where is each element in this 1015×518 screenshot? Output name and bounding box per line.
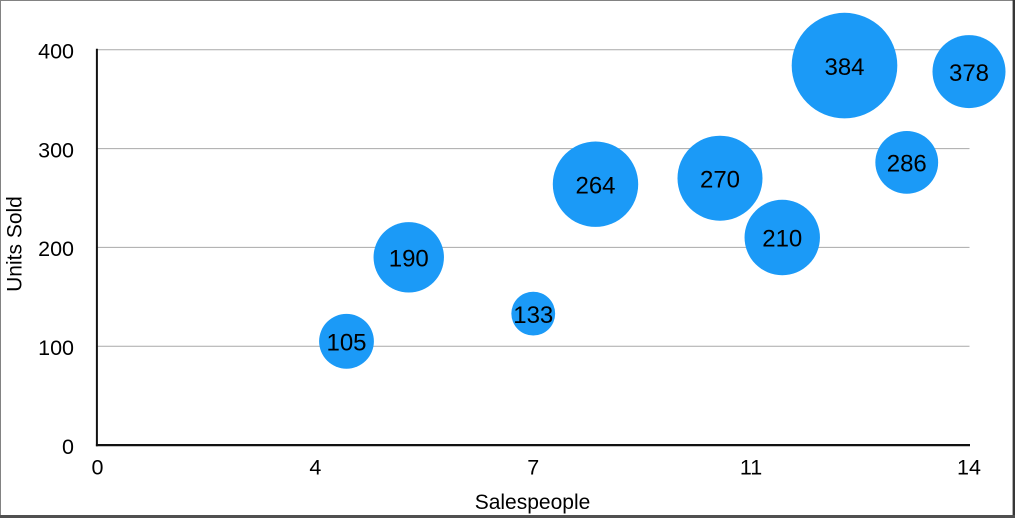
svg-text:0: 0 xyxy=(62,435,74,459)
svg-text:105: 105 xyxy=(326,330,366,357)
svg-text:190: 190 xyxy=(389,246,429,273)
svg-text:11: 11 xyxy=(740,455,762,479)
svg-text:Units Sold: Units Sold xyxy=(4,196,27,292)
svg-text:133: 133 xyxy=(513,302,553,329)
svg-text:286: 286 xyxy=(887,151,927,178)
svg-text:270: 270 xyxy=(700,166,740,193)
svg-text:264: 264 xyxy=(575,172,615,199)
svg-text:200: 200 xyxy=(38,237,74,261)
svg-text:400: 400 xyxy=(38,40,74,64)
svg-text:378: 378 xyxy=(949,60,989,87)
svg-text:4: 4 xyxy=(309,455,321,479)
svg-text:384: 384 xyxy=(824,54,864,81)
svg-text:100: 100 xyxy=(38,336,74,360)
svg-text:300: 300 xyxy=(38,138,74,162)
svg-text:0: 0 xyxy=(92,455,104,479)
svg-text:14: 14 xyxy=(957,455,981,479)
svg-text:Salespeople: Salespeople xyxy=(475,491,591,514)
svg-text:7: 7 xyxy=(527,455,539,479)
svg-text:210: 210 xyxy=(762,226,802,253)
